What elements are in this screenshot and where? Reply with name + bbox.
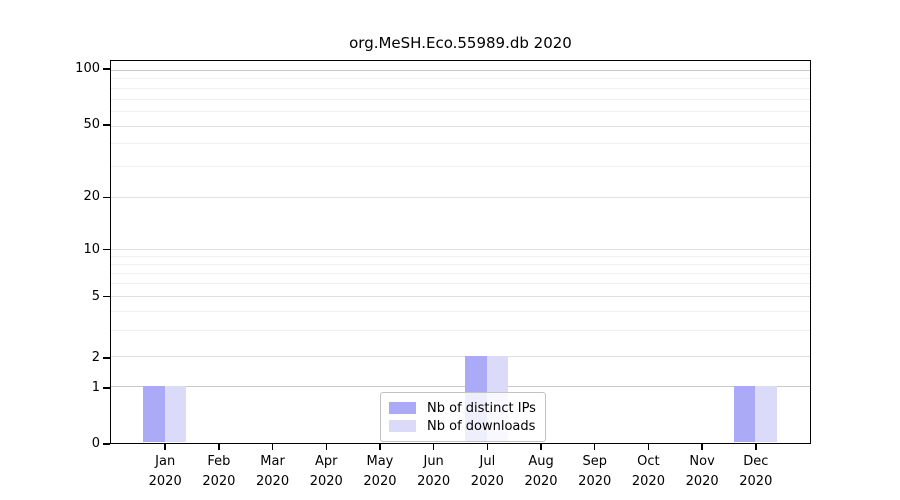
plot-area: Nb of distinct IPs Nb of downloads bbox=[110, 60, 811, 444]
y-tick-label-20: 20 bbox=[83, 189, 100, 205]
y-tick-label-1: 1 bbox=[91, 379, 100, 395]
gridline-major-10 bbox=[111, 249, 810, 251]
gridline-major-2 bbox=[111, 356, 810, 358]
bar-distinct-ips-dec bbox=[733, 386, 756, 442]
gridline-major-100 bbox=[111, 69, 810, 71]
x-tick-mark bbox=[486, 444, 489, 450]
gridline-minor bbox=[111, 165, 810, 167]
y-tick-mark bbox=[103, 443, 110, 445]
gridline-major-1 bbox=[111, 386, 810, 388]
chart-title: org.MeSH.Eco.55989.db 2020 bbox=[349, 34, 572, 52]
y-tick-label-50: 50 bbox=[83, 117, 100, 133]
x-tick-mark bbox=[593, 444, 596, 450]
y-tick-mark bbox=[103, 357, 110, 359]
gridline-minor bbox=[111, 310, 810, 312]
gridline-minor bbox=[111, 87, 810, 89]
bar-downloads-dec bbox=[755, 386, 777, 442]
x-tick-label-dec: Dec 2020 bbox=[739, 454, 773, 490]
legend: Nb of distinct IPs Nb of downloads bbox=[380, 392, 546, 442]
x-tick-mark bbox=[755, 444, 757, 450]
y-tick-label-5: 5 bbox=[91, 288, 100, 304]
x-tick-label-mar: Mar 2020 bbox=[256, 454, 290, 490]
x-tick-mark bbox=[325, 444, 328, 450]
y-tick-mark bbox=[103, 124, 110, 126]
y-tick-mark bbox=[103, 196, 110, 199]
y-tick-label-10: 10 bbox=[83, 241, 100, 257]
legend-item-downloads: Nb of downloads bbox=[389, 417, 536, 435]
gridline-minor bbox=[111, 78, 810, 80]
y-tick-mark bbox=[103, 387, 110, 389]
x-tick-label-feb: Feb 2020 bbox=[202, 454, 236, 490]
bar-downloads-jan bbox=[164, 386, 187, 442]
y-tick-label-2: 2 bbox=[91, 349, 100, 365]
x-tick-mark bbox=[540, 444, 542, 450]
x-tick-label-oct: Oct 2020 bbox=[631, 454, 665, 490]
gridline-minor bbox=[111, 111, 810, 113]
x-tick-label-jan: Jan 2020 bbox=[148, 454, 182, 490]
x-tick-label-apr: Apr 2020 bbox=[309, 454, 343, 490]
gridline-major-20 bbox=[111, 197, 810, 199]
x-tick-mark bbox=[271, 444, 274, 450]
gridline-minor bbox=[111, 98, 810, 100]
x-tick-label-aug: Aug 2020 bbox=[524, 454, 558, 490]
x-tick-label-nov: Nov 2020 bbox=[685, 454, 719, 490]
x-tick-mark bbox=[432, 444, 435, 450]
y-tick-label-100: 100 bbox=[75, 61, 100, 77]
legend-label-downloads: Nb of downloads bbox=[427, 418, 536, 434]
x-tick-label-jul: Jul 2020 bbox=[470, 454, 504, 490]
legend-swatch-downloads bbox=[389, 420, 416, 432]
gridline-major-50 bbox=[111, 125, 810, 127]
y-tick-mark bbox=[103, 68, 110, 70]
legend-label-distinct-ips: Nb of distinct IPs bbox=[427, 400, 536, 416]
gridline-minor bbox=[111, 264, 810, 266]
bar-distinct-ips-jan bbox=[143, 386, 165, 442]
legend-item-distinct-ips: Nb of distinct IPs bbox=[389, 399, 536, 417]
x-tick-mark bbox=[164, 444, 166, 450]
x-tick-label-jun: Jun 2020 bbox=[417, 454, 451, 490]
legend-swatch-distinct-ips bbox=[389, 402, 416, 414]
y-tick-label-0: 0 bbox=[91, 436, 100, 451]
gridline-minor bbox=[111, 329, 810, 331]
gridline-minor bbox=[111, 256, 810, 258]
x-tick-label-may: May 2020 bbox=[363, 454, 397, 490]
x-tick-label-sep: Sep 2020 bbox=[578, 454, 612, 490]
x-tick-mark bbox=[647, 444, 650, 450]
y-tick-mark bbox=[103, 248, 110, 251]
gridline-minor bbox=[111, 273, 810, 275]
gridline-minor bbox=[111, 283, 810, 285]
gridline-major-5 bbox=[111, 295, 810, 297]
x-tick-mark bbox=[701, 444, 703, 450]
x-tick-mark bbox=[218, 444, 220, 450]
y-tick-mark bbox=[103, 295, 110, 298]
x-tick-mark bbox=[379, 444, 381, 450]
gridline-minor bbox=[111, 143, 810, 145]
